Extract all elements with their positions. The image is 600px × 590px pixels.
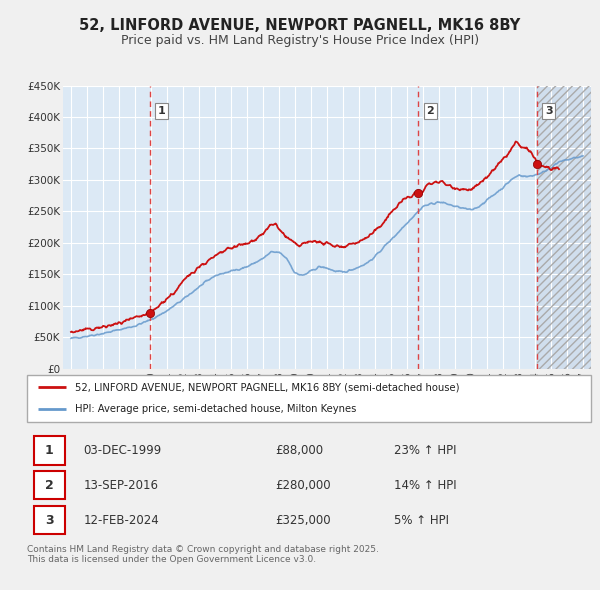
Text: 1: 1 [45, 444, 53, 457]
Text: 52, LINFORD AVENUE, NEWPORT PAGNELL, MK16 8BY: 52, LINFORD AVENUE, NEWPORT PAGNELL, MK1… [79, 18, 521, 32]
Text: HPI: Average price, semi-detached house, Milton Keynes: HPI: Average price, semi-detached house,… [75, 404, 356, 414]
FancyBboxPatch shape [34, 471, 65, 500]
Text: £280,000: £280,000 [275, 478, 331, 492]
Text: 13-SEP-2016: 13-SEP-2016 [83, 478, 158, 492]
Bar [537, 86, 591, 369]
FancyBboxPatch shape [27, 375, 591, 422]
Text: 1: 1 [158, 106, 166, 116]
Text: 03-DEC-1999: 03-DEC-1999 [83, 444, 161, 457]
Text: Price paid vs. HM Land Registry's House Price Index (HPI): Price paid vs. HM Land Registry's House … [121, 34, 479, 47]
Text: 2: 2 [45, 478, 53, 492]
FancyBboxPatch shape [34, 506, 65, 535]
Text: 14% ↑ HPI: 14% ↑ HPI [394, 478, 456, 492]
Text: 23% ↑ HPI: 23% ↑ HPI [394, 444, 456, 457]
Text: £88,000: £88,000 [275, 444, 323, 457]
FancyBboxPatch shape [34, 436, 65, 464]
Text: 2: 2 [427, 106, 434, 116]
Text: 12-FEB-2024: 12-FEB-2024 [83, 514, 159, 527]
Text: 5% ↑ HPI: 5% ↑ HPI [394, 514, 449, 527]
Text: 3: 3 [45, 514, 53, 527]
Bar [537, 86, 591, 369]
Text: 52, LINFORD AVENUE, NEWPORT PAGNELL, MK16 8BY (semi-detached house): 52, LINFORD AVENUE, NEWPORT PAGNELL, MK1… [75, 382, 460, 392]
Text: 3: 3 [545, 106, 553, 116]
Text: Contains HM Land Registry data © Crown copyright and database right 2025.
This d: Contains HM Land Registry data © Crown c… [27, 545, 379, 565]
Text: £325,000: £325,000 [275, 514, 331, 527]
